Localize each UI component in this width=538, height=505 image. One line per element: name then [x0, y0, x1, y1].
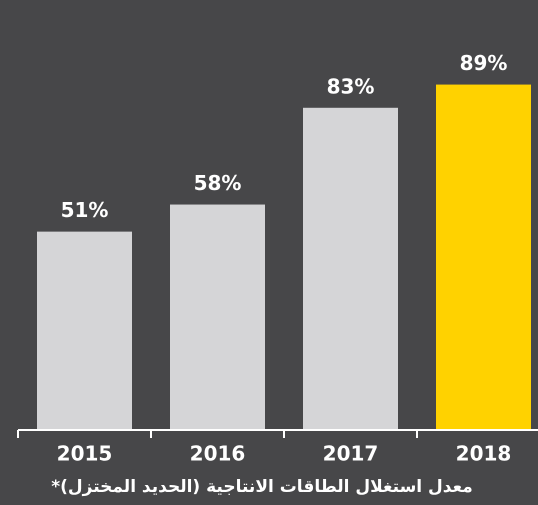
value-label: 58%: [194, 171, 242, 195]
value-label: 83%: [327, 74, 375, 98]
bar: [303, 107, 398, 429]
x-tick-label: 2015: [57, 442, 113, 466]
bar: [170, 204, 265, 429]
x-tick-label: 2017: [323, 442, 379, 466]
x-tick-label: 2016: [190, 442, 246, 466]
caption: معدل استغلال الطاقات الانتاجية (الحديد ا…: [51, 477, 473, 497]
value-label: 51%: [61, 198, 109, 222]
x-tick-label: 2018: [456, 442, 512, 466]
bar: [436, 84, 531, 429]
bar: [37, 231, 132, 429]
value-label: 89%: [460, 51, 508, 75]
